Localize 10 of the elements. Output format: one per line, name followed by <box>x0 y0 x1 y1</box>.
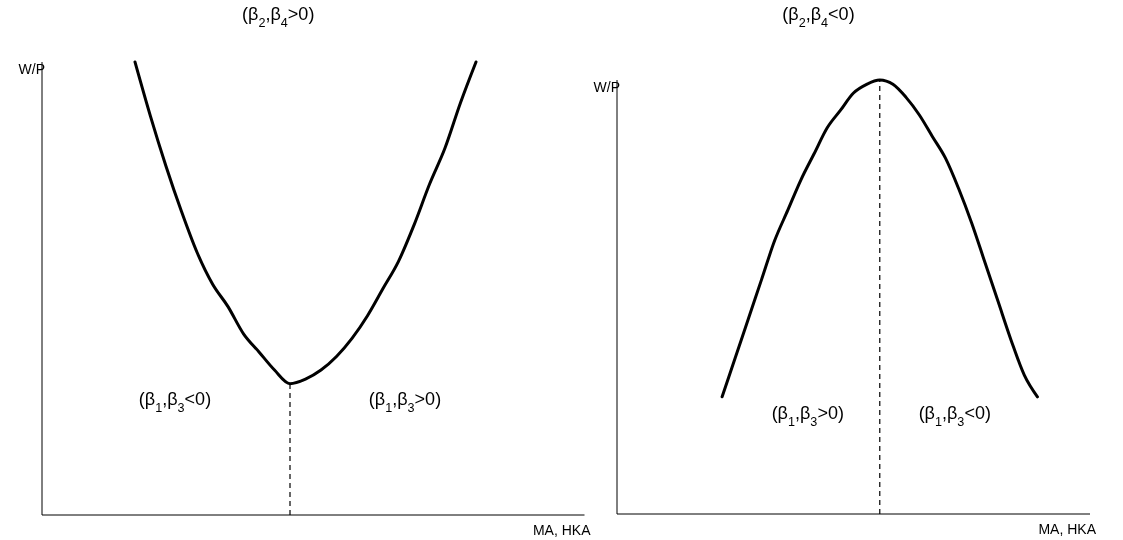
chart-title: (β$_{2}$,β$_{4}$>0) <box>242 4 315 30</box>
annotation: (β$_{1}$,β$_{3}$>0) <box>771 403 844 429</box>
y-axis-title: W/P <box>18 61 45 77</box>
x-axis-title: MA, HKA <box>1038 521 1097 537</box>
x-axis-title: MA, HKA <box>532 522 592 538</box>
y-axis-title: W/P <box>593 79 620 95</box>
chart-title: (β$_{2}$,β$_{4}$<0) <box>782 4 855 30</box>
annotation: (β$_{1}$,β$_{3}$<0) <box>918 403 991 429</box>
annotation: (β$_{1}$,β$_{3}$<0) <box>138 389 212 415</box>
annotation: (β$_{1}$,β$_{3}$>0) <box>368 389 442 415</box>
